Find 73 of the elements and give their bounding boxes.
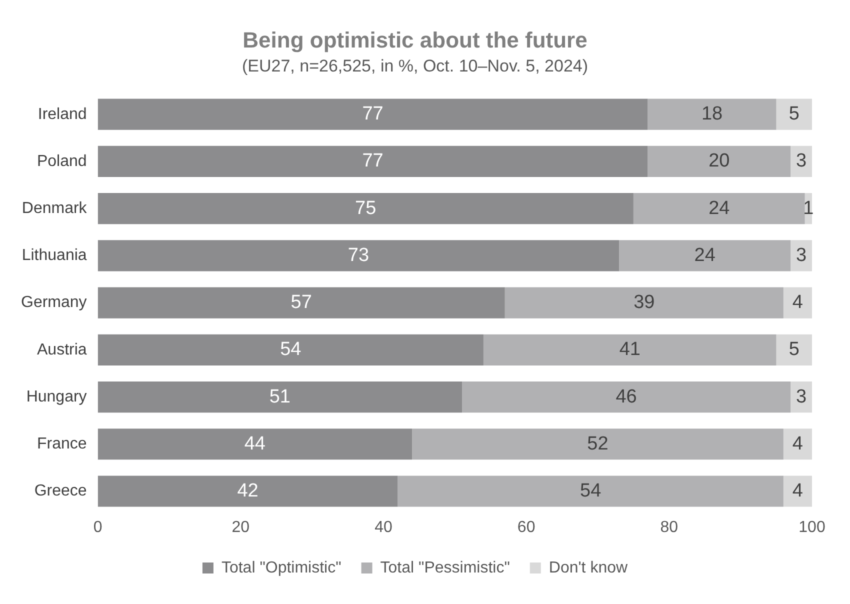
bar <box>790 146 812 178</box>
x-tick-label: 40 <box>374 518 392 536</box>
bar <box>648 98 776 130</box>
bar <box>398 476 784 507</box>
bar <box>98 476 398 507</box>
bar <box>504 287 784 318</box>
chart-subtitle: (EU27, n=26,525, in %, Oct. 10–Nov. 5, 2024) <box>242 56 588 76</box>
data-label: 3 <box>796 244 807 266</box>
data-label: 51 <box>269 386 290 408</box>
data-label: 77 <box>362 104 384 125</box>
x-tick-label: 0 <box>93 518 102 536</box>
data-label: 54 <box>280 339 302 360</box>
y-tick-label: Denmark <box>22 200 88 217</box>
legend-label: Don't know <box>548 559 628 576</box>
bar <box>412 428 784 460</box>
data-label: 39 <box>634 292 655 314</box>
bar <box>98 334 484 366</box>
data-label: 41 <box>619 339 640 360</box>
legend-label: Total "Optimistic" <box>221 559 342 576</box>
data-label: 24 <box>694 244 716 266</box>
bar <box>483 334 776 366</box>
y-tick-label: Germany <box>21 294 87 312</box>
y-tick-label: France <box>37 436 87 453</box>
x-tick-label: 60 <box>517 518 536 536</box>
data-label: 18 <box>701 104 723 125</box>
y-tick-label: Lithuania <box>22 247 87 264</box>
bar <box>98 146 648 178</box>
data-label: 20 <box>708 150 730 172</box>
bar <box>783 287 812 318</box>
bar <box>633 193 805 224</box>
bar <box>790 381 812 413</box>
data-label: 4 <box>792 433 804 454</box>
bar <box>98 287 505 318</box>
y-tick-label: Poland <box>36 152 87 170</box>
data-label: 42 <box>237 480 258 502</box>
bar <box>790 240 812 272</box>
y-tick-label: Austria <box>37 341 87 358</box>
data-label: 5 <box>788 104 800 125</box>
data-label: 4 <box>792 292 804 314</box>
data-label: 4 <box>792 480 804 502</box>
data-label: 44 <box>244 433 266 454</box>
data-label: 77 <box>362 150 384 172</box>
bar <box>619 240 791 272</box>
bar <box>98 240 620 272</box>
legend-label: Total "Pessimistic" <box>380 559 510 576</box>
bar <box>648 146 791 178</box>
data-label: 73 <box>348 244 370 266</box>
data-label: 5 <box>788 339 800 360</box>
bar <box>98 381 462 413</box>
bar <box>783 428 812 460</box>
data-label: 57 <box>290 292 312 314</box>
bar <box>98 428 412 460</box>
x-tick-label: 80 <box>660 518 678 536</box>
data-label: 46 <box>616 386 637 408</box>
y-tick-label: Greece <box>34 482 87 500</box>
chart-title: Being optimistic about the future <box>242 27 588 52</box>
bar <box>462 381 791 413</box>
x-tick-label: 100 <box>798 518 826 536</box>
data-label: 24 <box>708 198 730 219</box>
data-label: 3 <box>796 150 807 172</box>
data-label: 52 <box>587 433 608 454</box>
bar <box>783 476 812 507</box>
data-label: 1 <box>803 198 814 219</box>
data-label: 54 <box>580 480 602 502</box>
bar <box>98 98 648 130</box>
x-tick-label: 20 <box>232 518 250 536</box>
data-label: 3 <box>796 386 807 408</box>
bar <box>776 98 812 130</box>
bar <box>98 193 634 224</box>
data-label: 75 <box>355 198 376 219</box>
y-tick-label: Hungary <box>26 388 87 406</box>
y-tick-label: Ireland <box>38 106 87 123</box>
bar <box>776 334 812 366</box>
